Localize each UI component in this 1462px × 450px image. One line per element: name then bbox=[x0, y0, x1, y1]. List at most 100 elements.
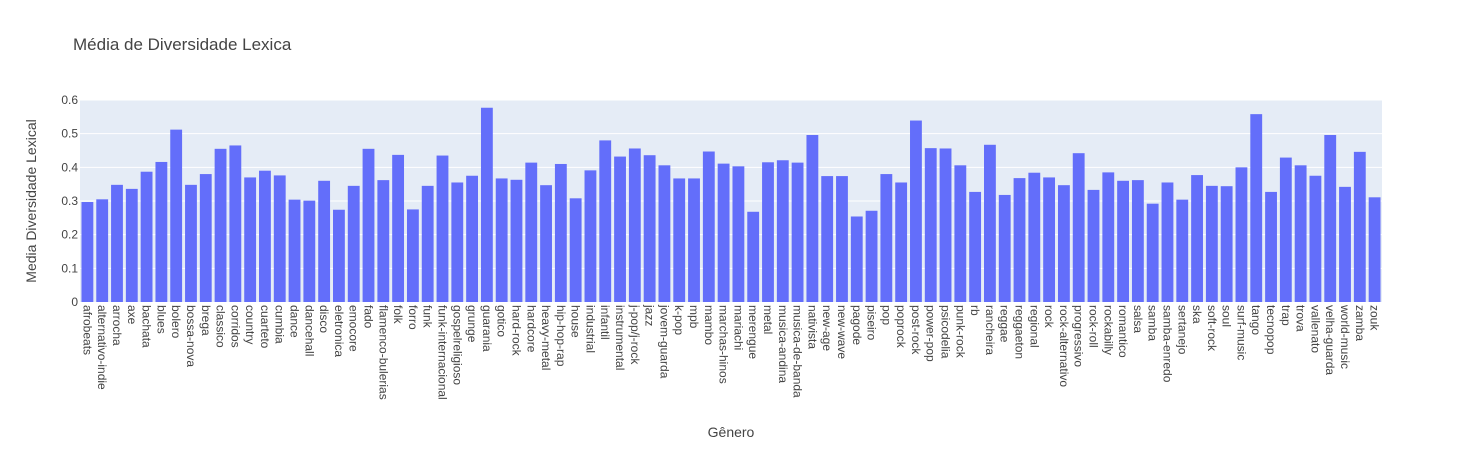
bar-mariachi bbox=[732, 166, 745, 302]
x-tick-label: trap bbox=[1279, 305, 1293, 326]
bar-progressivo bbox=[1072, 153, 1085, 302]
x-tick-label: tecnopop bbox=[1264, 305, 1278, 355]
bar-gotico bbox=[495, 178, 508, 302]
bar-rock-roll bbox=[1087, 189, 1100, 302]
x-tick-label: disco bbox=[317, 305, 331, 333]
bar-gospelreligioso bbox=[451, 182, 464, 302]
y-tick-label: 0.6 bbox=[61, 93, 78, 107]
x-tick-label: world-music bbox=[1338, 304, 1352, 369]
x-tick-label: soul bbox=[1220, 305, 1234, 327]
bar-rock bbox=[1043, 177, 1056, 302]
x-tick-label: flamenco-bulerias bbox=[376, 305, 390, 400]
bar-tecnopop bbox=[1265, 191, 1277, 302]
bar-tango bbox=[1250, 114, 1263, 302]
x-tick-label: mariachi bbox=[731, 305, 745, 350]
x-tick-label: velha-guarda bbox=[1323, 305, 1337, 375]
bar-afrobeats bbox=[81, 202, 94, 302]
x-tick-label: house bbox=[569, 305, 583, 338]
x-tick-label: guarania bbox=[480, 305, 494, 352]
x-tick-label: rock bbox=[1042, 305, 1056, 329]
x-tick-label: dance bbox=[288, 305, 302, 338]
x-tick-label: industrial bbox=[583, 305, 597, 353]
x-tick-label: infantil bbox=[598, 305, 612, 340]
x-tick-labels: afrobeats alternativo-indie arrocha axe bach… bbox=[80, 304, 1381, 400]
x-tick-label: hip-hop-rap bbox=[554, 305, 568, 367]
bar-ska bbox=[1191, 175, 1203, 302]
x-tick-label: emocore bbox=[347, 305, 361, 352]
bar-mpb bbox=[688, 178, 700, 302]
bar-house bbox=[569, 198, 582, 302]
bar-flamenco-bulerias bbox=[377, 180, 390, 302]
bar-rancheira bbox=[984, 144, 996, 302]
bar-funk bbox=[421, 185, 434, 302]
x-tick-label: zamba bbox=[1353, 305, 1367, 341]
bar-dance bbox=[288, 199, 301, 302]
x-tick-label: hard-rock bbox=[509, 305, 523, 357]
bar-bachata bbox=[140, 171, 153, 302]
x-tick-label: arrocha bbox=[110, 305, 124, 346]
bar-post-rock bbox=[910, 120, 922, 302]
x-tick-label: tango bbox=[1249, 305, 1263, 335]
bars bbox=[81, 107, 1381, 303]
bar-heavy-metal bbox=[540, 185, 552, 302]
bar-hard-rock bbox=[510, 179, 523, 302]
x-tick-label: instrumental bbox=[613, 305, 627, 370]
x-tick-label: salsa bbox=[1131, 305, 1145, 333]
x-tick-label: rb bbox=[968, 305, 982, 316]
bar-cuarteto bbox=[259, 170, 271, 302]
bar-salsa bbox=[1131, 180, 1144, 302]
x-tick-label: rock-roll bbox=[1086, 305, 1100, 348]
bar-dancehall bbox=[303, 200, 316, 302]
y-tick-label: 0.3 bbox=[61, 194, 78, 208]
bar-power-pop bbox=[924, 148, 937, 302]
x-tick-label: bolero bbox=[169, 305, 183, 339]
x-tick-label: rock-alternativo bbox=[1057, 305, 1071, 387]
x-tick-label: heavy-metal bbox=[539, 305, 553, 370]
x-tick-label: progressivo bbox=[1072, 305, 1086, 367]
x-tick-label: metal bbox=[761, 305, 775, 334]
bar-samba-enredo bbox=[1161, 182, 1174, 302]
x-tick-label: bachata bbox=[140, 305, 154, 348]
x-tick-label: pagode bbox=[850, 305, 864, 345]
bar-world-music bbox=[1339, 186, 1351, 302]
x-tick-label: nativista bbox=[805, 305, 819, 349]
bar-pop bbox=[880, 174, 893, 302]
x-tick-label: power-pop bbox=[924, 305, 938, 362]
bar-marchas-hinos bbox=[717, 163, 730, 302]
bar-psicodelia bbox=[939, 148, 952, 302]
x-tick-label: romantico bbox=[1116, 305, 1130, 358]
x-axis-title: Gênero bbox=[708, 424, 755, 440]
x-tick-label: ska bbox=[1190, 305, 1204, 324]
x-tick-label: marchas-hinos bbox=[717, 305, 731, 384]
bar-funk-internacional bbox=[436, 155, 449, 302]
x-tick-label: vallenato bbox=[1308, 305, 1322, 353]
y-tick-label: 0 bbox=[71, 295, 78, 309]
x-tick-label: axe bbox=[125, 305, 139, 325]
bar-bolero bbox=[170, 129, 183, 302]
bar-zamba bbox=[1353, 151, 1366, 302]
bar-trap bbox=[1279, 157, 1292, 302]
bar-guarania bbox=[480, 107, 493, 303]
bar-emocore bbox=[347, 185, 360, 302]
bar-nativista bbox=[806, 135, 819, 302]
bar-vallenato bbox=[1309, 175, 1322, 302]
bar-sertanejo bbox=[1176, 199, 1189, 302]
bar-piseiro bbox=[865, 210, 878, 302]
bar-punk-rock bbox=[954, 165, 967, 302]
x-tick-label: soft-rock bbox=[1205, 305, 1219, 352]
bar-musica-andina bbox=[776, 160, 789, 302]
bar-country bbox=[244, 177, 257, 302]
bar-rock-alternativo bbox=[1057, 185, 1070, 302]
x-tick-label: post-rock bbox=[909, 305, 923, 355]
x-tick-label: bossa-nova bbox=[184, 305, 198, 367]
bar-mambo bbox=[702, 151, 715, 302]
bar-grunge bbox=[466, 175, 478, 302]
x-tick-label: folk bbox=[391, 305, 405, 325]
y-tick-label: 0.2 bbox=[61, 228, 78, 242]
bar-new-wave bbox=[836, 176, 848, 302]
bar-corridos bbox=[229, 145, 242, 302]
x-tick-label: rockabilly bbox=[1101, 305, 1115, 355]
x-tick-label: trova bbox=[1294, 305, 1308, 332]
x-tick-label: pop bbox=[879, 305, 893, 325]
